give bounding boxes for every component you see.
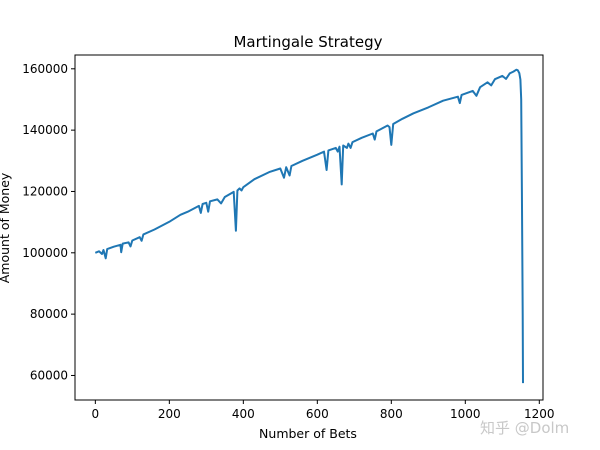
y-tick-label: 80000	[30, 307, 68, 321]
y-tick-label: 160000	[22, 62, 68, 76]
y-tick-label: 120000	[22, 184, 68, 198]
y-tick-label: 100000	[22, 246, 68, 260]
x-axis-title: Number of Bets	[259, 426, 357, 441]
y-axis: 60000 80000 100000 120000 140000 160000	[22, 62, 75, 382]
x-tick-label: 1000	[450, 407, 481, 421]
series-line-0	[94, 68, 524, 384]
chart-title: Martingale Strategy	[233, 33, 382, 51]
plot-area	[74, 54, 544, 401]
y-tick-label: 60000	[30, 368, 68, 382]
x-axis: 0 200 400 600 800 1000 1200	[92, 400, 555, 421]
x-tick-label: 200	[158, 407, 181, 421]
series-layer	[94, 68, 524, 384]
x-tick-label: 800	[380, 407, 403, 421]
plot-frame	[74, 54, 544, 401]
x-tick-label: 400	[232, 407, 255, 421]
x-tick-label: 600	[306, 407, 329, 421]
y-tick-label: 140000	[22, 123, 68, 137]
x-tick-label: 0	[92, 407, 100, 421]
y-axis-title: Amount of Money	[0, 172, 12, 283]
watermark: 知乎 @Dolm	[480, 419, 570, 437]
x-tick-label: 1200	[524, 407, 555, 421]
